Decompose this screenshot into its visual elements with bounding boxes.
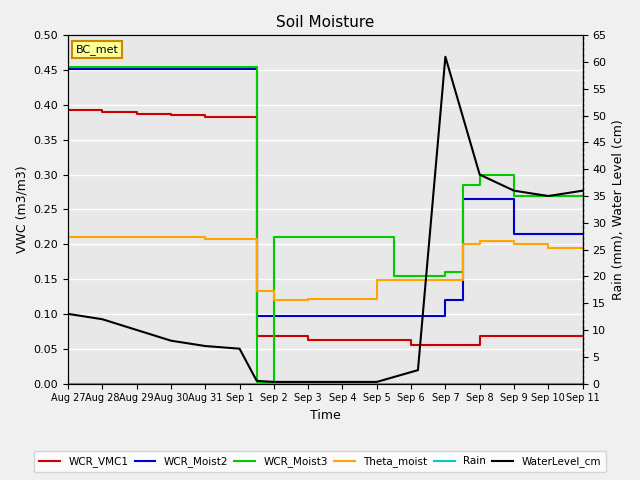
Text: BC_met: BC_met — [76, 44, 118, 55]
Y-axis label: Rain (mm), Water Level (cm): Rain (mm), Water Level (cm) — [612, 119, 625, 300]
Legend: WCR_VMC1, WCR_Moist2, WCR_Moist3, Theta_moist, Rain, WaterLevel_cm: WCR_VMC1, WCR_Moist2, WCR_Moist3, Theta_… — [34, 451, 606, 472]
Y-axis label: VWC (m3/m3): VWC (m3/m3) — [15, 166, 28, 253]
X-axis label: Time: Time — [310, 409, 340, 422]
Title: Soil Moisture: Soil Moisture — [276, 15, 374, 30]
